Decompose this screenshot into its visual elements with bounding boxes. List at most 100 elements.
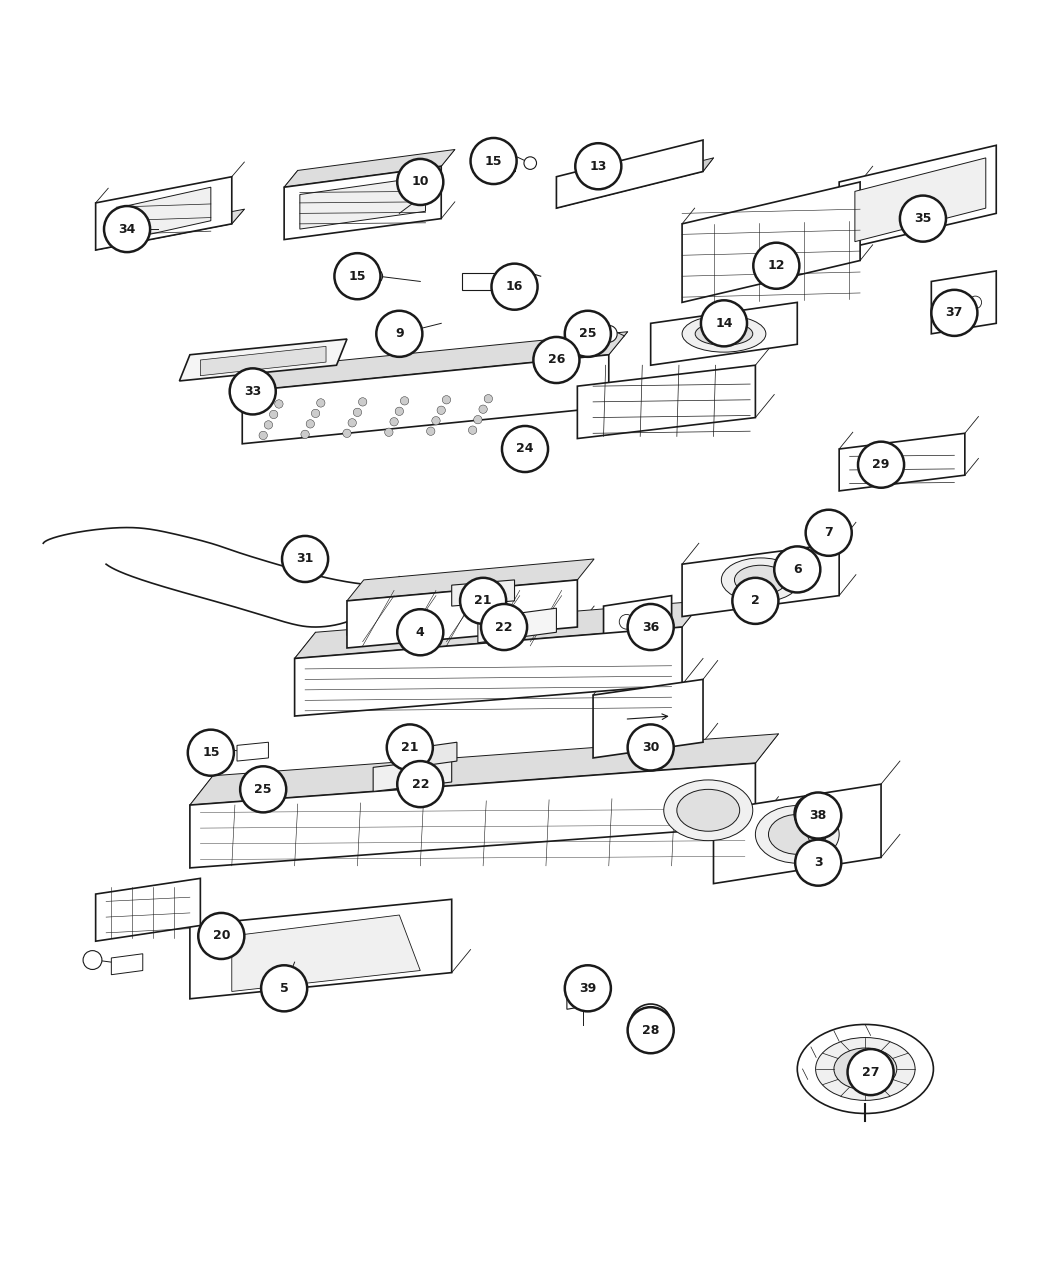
Circle shape: [460, 578, 506, 623]
Circle shape: [358, 398, 366, 405]
Circle shape: [533, 337, 580, 382]
Circle shape: [468, 426, 477, 435]
Circle shape: [847, 1049, 894, 1095]
Circle shape: [524, 157, 537, 170]
Text: 10: 10: [412, 176, 429, 189]
Ellipse shape: [695, 323, 753, 346]
Circle shape: [397, 761, 443, 807]
Circle shape: [774, 547, 820, 593]
Circle shape: [442, 395, 450, 404]
Circle shape: [805, 510, 852, 556]
Circle shape: [630, 1003, 672, 1046]
Polygon shape: [190, 899, 452, 998]
Polygon shape: [201, 347, 327, 376]
Circle shape: [348, 418, 356, 427]
Text: 3: 3: [814, 856, 822, 870]
Text: 37: 37: [946, 306, 963, 319]
Ellipse shape: [797, 1024, 933, 1113]
Circle shape: [479, 405, 487, 413]
Text: 2: 2: [751, 594, 760, 607]
Polygon shape: [346, 617, 399, 635]
Polygon shape: [346, 580, 578, 648]
Text: 33: 33: [244, 385, 261, 398]
Text: 25: 25: [580, 328, 596, 340]
Ellipse shape: [682, 315, 765, 352]
Circle shape: [507, 272, 532, 296]
Circle shape: [342, 430, 351, 437]
Circle shape: [795, 840, 841, 886]
Text: 31: 31: [296, 552, 314, 565]
Circle shape: [943, 301, 956, 314]
Circle shape: [397, 609, 443, 655]
Circle shape: [565, 965, 611, 1011]
Ellipse shape: [734, 565, 786, 594]
Text: 24: 24: [517, 442, 533, 455]
Text: 9: 9: [395, 328, 403, 340]
Circle shape: [240, 766, 287, 812]
Text: 22: 22: [496, 621, 512, 634]
Polygon shape: [117, 187, 211, 242]
Polygon shape: [462, 273, 504, 289]
Polygon shape: [243, 354, 609, 444]
Polygon shape: [111, 954, 143, 974]
Polygon shape: [232, 915, 420, 992]
Circle shape: [334, 254, 380, 300]
Circle shape: [198, 913, 245, 959]
Polygon shape: [295, 601, 704, 658]
Text: 4: 4: [416, 626, 424, 639]
Text: 20: 20: [212, 929, 230, 942]
Circle shape: [248, 778, 265, 794]
Circle shape: [201, 740, 217, 757]
Text: 39: 39: [580, 982, 596, 994]
Circle shape: [732, 578, 778, 623]
Circle shape: [795, 793, 841, 839]
Polygon shape: [243, 332, 628, 391]
Polygon shape: [839, 145, 996, 250]
Circle shape: [282, 536, 328, 581]
Circle shape: [368, 269, 382, 283]
Text: 34: 34: [119, 223, 135, 236]
Circle shape: [565, 311, 611, 357]
Polygon shape: [373, 757, 452, 792]
Circle shape: [395, 407, 403, 416]
Polygon shape: [855, 158, 986, 242]
Polygon shape: [96, 209, 245, 250]
Circle shape: [301, 430, 310, 439]
Polygon shape: [190, 734, 778, 805]
Text: 25: 25: [254, 783, 272, 796]
Text: 35: 35: [915, 212, 931, 226]
Polygon shape: [190, 764, 755, 868]
Circle shape: [481, 604, 527, 650]
Circle shape: [426, 427, 435, 435]
Text: 29: 29: [873, 458, 889, 472]
Text: 15: 15: [349, 270, 366, 283]
Polygon shape: [285, 166, 441, 240]
Polygon shape: [651, 302, 797, 365]
Text: 15: 15: [485, 154, 502, 167]
Circle shape: [805, 523, 820, 538]
Circle shape: [397, 159, 443, 205]
Polygon shape: [593, 680, 704, 757]
Polygon shape: [295, 627, 682, 717]
Polygon shape: [556, 158, 714, 208]
Text: 27: 27: [862, 1066, 879, 1079]
Circle shape: [259, 431, 268, 440]
Circle shape: [400, 397, 408, 405]
Polygon shape: [839, 434, 965, 491]
Polygon shape: [714, 784, 881, 884]
Text: 12: 12: [768, 259, 785, 273]
Circle shape: [270, 411, 278, 418]
Circle shape: [312, 409, 320, 418]
Wedge shape: [601, 325, 617, 342]
Ellipse shape: [664, 780, 753, 840]
Circle shape: [275, 400, 284, 408]
Polygon shape: [567, 978, 598, 1010]
Circle shape: [83, 951, 102, 969]
Circle shape: [384, 428, 393, 436]
Text: 26: 26: [548, 353, 565, 366]
Circle shape: [931, 289, 978, 335]
Text: 16: 16: [506, 280, 523, 293]
Circle shape: [701, 301, 747, 347]
Text: 21: 21: [475, 594, 491, 607]
Circle shape: [376, 311, 422, 357]
